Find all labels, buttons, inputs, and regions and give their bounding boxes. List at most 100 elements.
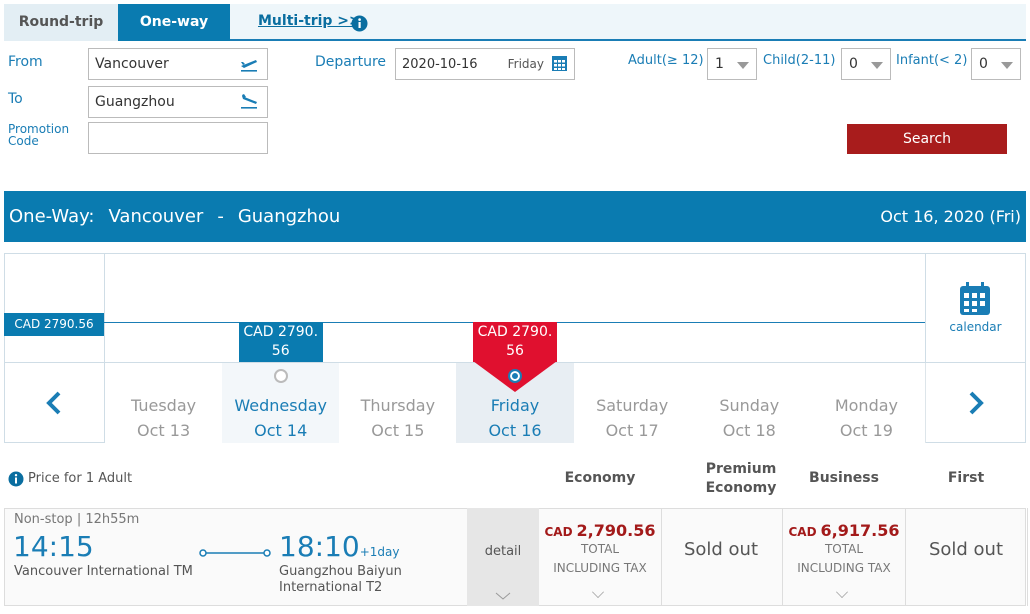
weekday: Monday — [834, 396, 898, 415]
depart-airport: Vancouver International TM — [14, 564, 193, 579]
field-label: Infant(< 2) — [896, 53, 968, 68]
route-line — [199, 549, 271, 557]
calendar-icon[interactable] — [552, 56, 567, 71]
date: Oct 19 — [839, 421, 893, 440]
flight-meta: Non-stop | 12h55m — [14, 512, 140, 527]
weekday: Tuesday — [131, 396, 197, 415]
departure-input[interactable]: 2020-10-16 Friday — [395, 48, 575, 80]
prev-arrow[interactable] — [40, 390, 70, 418]
field-label: From — [8, 54, 43, 70]
cabin-header: Premium Economy — [705, 461, 777, 496]
arrive-airport: Guangzhou Baiyun International T2 — [279, 564, 402, 595]
divider — [925, 253, 926, 443]
separator: - — [217, 206, 224, 227]
calendar-icon[interactable] — [959, 282, 991, 316]
to-input[interactable]: Guangzhou — [88, 86, 268, 118]
cabin-header: Economy — [564, 470, 636, 486]
weekday: Saturday — [596, 396, 669, 415]
adult-select[interactable]: 1 — [707, 48, 757, 80]
chevron — [836, 586, 848, 598]
date: Oct 13 — [137, 421, 191, 440]
input-value: Vancouver — [95, 56, 169, 72]
date: Oct 16 — [488, 421, 542, 440]
depart-time: 14:15 — [13, 530, 94, 563]
field-label: Promotion Code — [8, 122, 70, 148]
fare-note: TOTAL INCLUDING TAX — [797, 542, 891, 575]
radio[interactable] — [508, 369, 522, 383]
fare-note: TOTAL INCLUDING TAX — [553, 542, 647, 575]
date: Oct 14 — [254, 421, 308, 440]
stops: Non-stop — [14, 512, 73, 527]
landing-icon — [241, 94, 257, 109]
field-label: Departure — [315, 54, 387, 70]
sold-out: Sold out — [928, 539, 1004, 560]
info-icon — [8, 471, 24, 487]
weekday: Friday — [490, 396, 540, 415]
tab[interactable]: Multi-trip >> — [258, 13, 361, 29]
day-cell[interactable]: Thursday Oct 15 — [339, 363, 458, 443]
sold-out: Sold out — [683, 539, 759, 560]
detail-label: detail — [484, 544, 522, 559]
fare-cell[interactable]: Sold out — [660, 508, 783, 606]
fare-amount: CAD 6,917.56 — [783, 521, 905, 540]
arrive: 18:10+1day — [279, 530, 399, 563]
weekday: Thursday — [360, 396, 436, 415]
arrive-time: 18:10 — [279, 530, 360, 563]
info-icon — [351, 15, 368, 32]
day-cell[interactable]: Saturday Oct 17 — [573, 363, 692, 443]
field-label: To — [8, 91, 23, 107]
input-value: Guangzhou — [95, 94, 175, 110]
field-label: Child(2-11) — [763, 53, 836, 68]
fare-amount: CAD 2,790.56 — [539, 521, 661, 540]
route-banner: One-Way: Vancouver - Guangzhou Oct 16, 2… — [4, 191, 1026, 242]
select-value: 0 — [849, 56, 858, 72]
price-note: Price for 1 Adult — [28, 471, 133, 486]
child-select[interactable]: 0 — [841, 48, 891, 80]
search-button[interactable]: Search — [847, 124, 1007, 154]
banner-date: Oct 16, 2020 (Fri) — [880, 207, 1021, 226]
day-cell[interactable]: Tuesday Oct 13 — [105, 363, 224, 443]
select-value: 0 — [979, 56, 988, 72]
date: Oct 15 — [371, 421, 425, 440]
duration: 12h55m — [85, 512, 140, 527]
input-value: 2020-10-16 — [402, 56, 478, 72]
amount: 2,790.56 — [576, 521, 656, 540]
calendar-link[interactable]: calendar — [949, 320, 1002, 334]
detail-toggle[interactable]: detail — [467, 508, 539, 606]
tab[interactable]: Round-trip — [4, 4, 118, 41]
date: Oct 17 — [605, 421, 659, 440]
day-cell[interactable]: Monday Oct 19 — [807, 363, 926, 443]
fare-cell[interactable]: CAD 6,917.56 TOTAL INCLUDING TAX — [783, 508, 906, 606]
date: Oct 18 — [722, 421, 776, 440]
divider — [104, 253, 105, 443]
from-input[interactable]: Vancouver — [88, 48, 268, 80]
field-label: Adult(≥ 12) — [628, 53, 704, 68]
route-label: One-Way: — [9, 206, 95, 227]
weekday: Friday — [507, 57, 544, 71]
origin: Vancouver — [108, 206, 204, 227]
price-tag: CAD 2790.56 — [473, 322, 557, 362]
baseline-label: CAD 2790.56 — [4, 313, 104, 336]
tab-active[interactable]: One-way — [118, 4, 230, 41]
next-arrow[interactable] — [960, 390, 990, 418]
day-cell[interactable]: Sunday Oct 18 — [690, 363, 809, 443]
currency: CAD — [544, 525, 573, 539]
chevron — [592, 586, 604, 598]
currency: CAD — [788, 525, 817, 539]
cabin-header: First — [947, 470, 985, 486]
fare-cell[interactable]: Sold out — [905, 508, 1028, 606]
price-tag: CAD 2790.56 — [238, 322, 323, 362]
destination: Guangzhou — [237, 206, 341, 227]
infant-select[interactable]: 0 — [971, 48, 1021, 80]
amount: 6,917.56 — [820, 521, 900, 540]
weekday: Sunday — [719, 396, 780, 415]
fare-cell[interactable]: CAD 2,790.56 TOTAL INCLUDING TAX — [539, 508, 662, 606]
takeoff-icon — [241, 60, 257, 72]
radio[interactable] — [273, 369, 288, 383]
cabin-header: Business — [809, 470, 879, 486]
promo-input[interactable] — [88, 122, 268, 154]
day-offset: +1day — [359, 545, 400, 559]
weekday: Wednesday — [234, 396, 328, 415]
